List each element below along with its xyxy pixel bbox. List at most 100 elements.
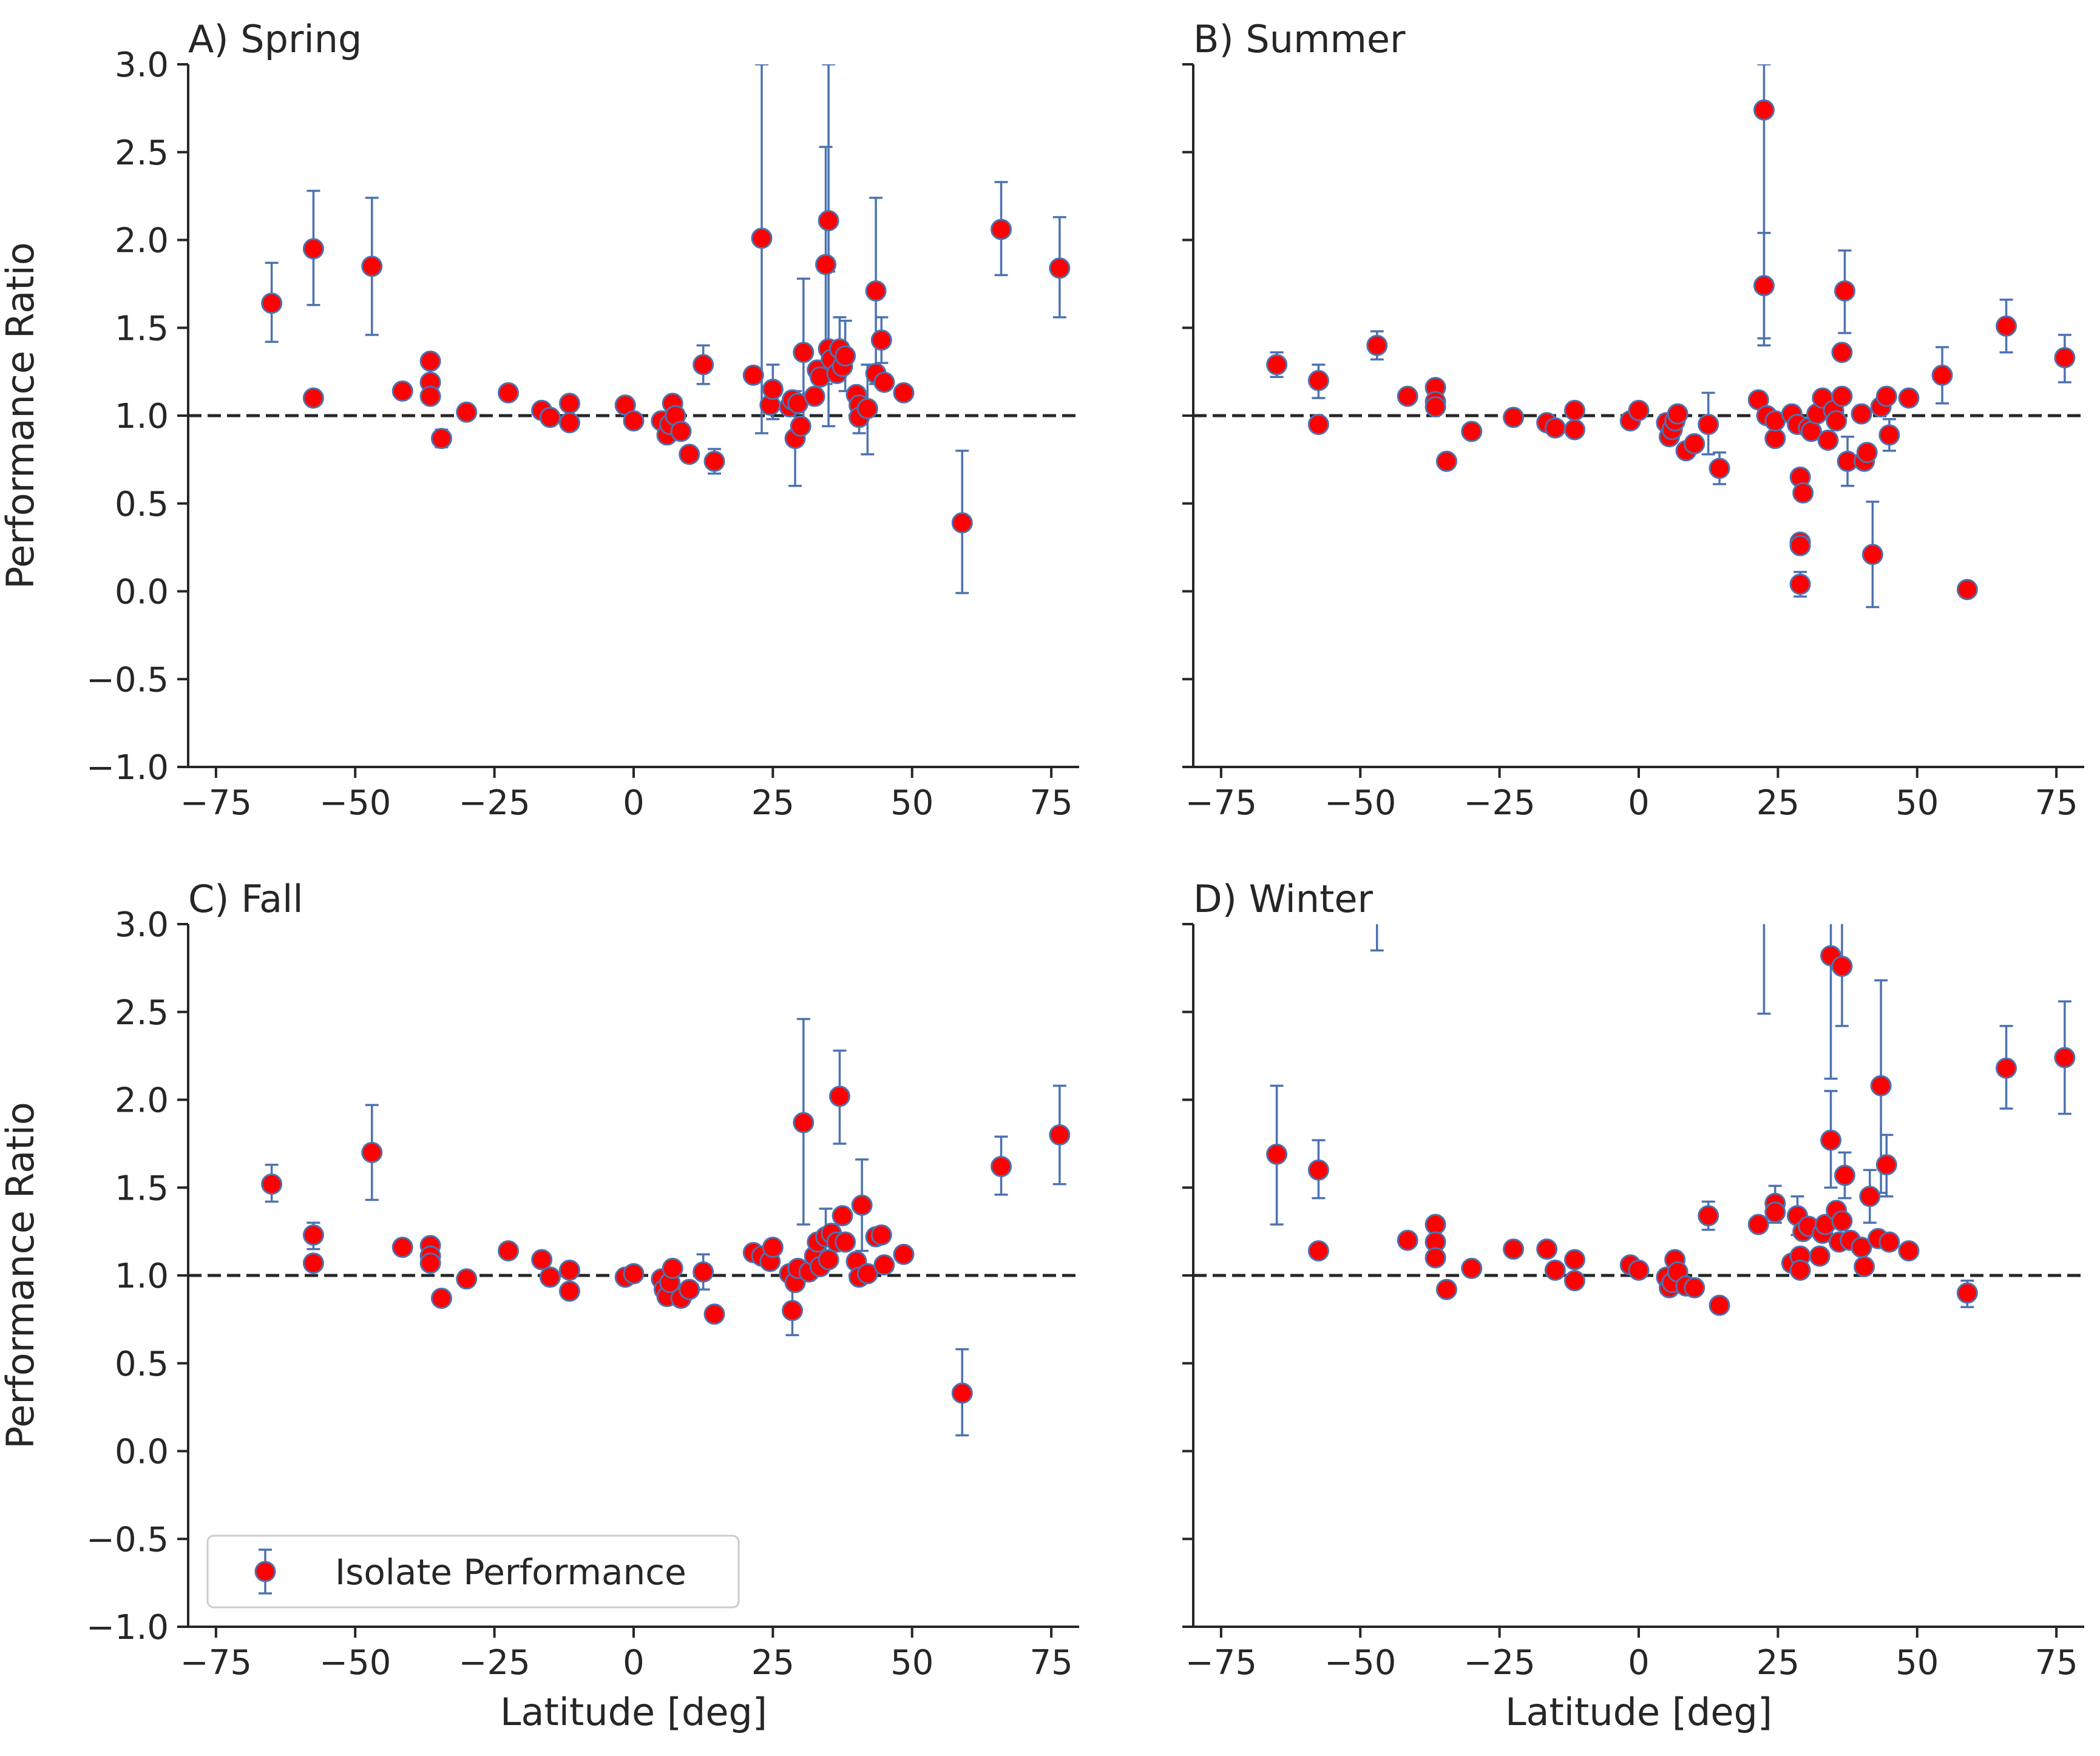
data-point <box>1461 1257 1483 1279</box>
data-point <box>419 350 441 372</box>
data-point <box>1563 1270 1585 1292</box>
data-point <box>498 1240 520 1261</box>
legend: Isolate Performance <box>206 1535 740 1609</box>
data-point <box>873 371 895 393</box>
data-point <box>1424 1214 1446 1235</box>
data-point <box>1049 1124 1071 1146</box>
data-point <box>1831 342 1853 363</box>
panel-2: −75 −50 −25 0 25 50 75 B) Summer <box>1182 17 2084 823</box>
x-tick-label: −50 <box>319 1643 391 1683</box>
data-point <box>818 1249 839 1271</box>
y-tick-label: 2.0 <box>115 221 169 261</box>
x-tick-label: 50 <box>1895 783 1939 823</box>
data-point <box>391 1237 413 1258</box>
x-tick-label: −75 <box>1185 1643 1257 1683</box>
y-tick-label: −1.0 <box>86 748 169 788</box>
data-point <box>1826 410 1848 432</box>
data-point <box>623 1263 645 1285</box>
data-point <box>1049 257 1071 279</box>
data-point <box>951 1382 973 1404</box>
x-tick-label: 25 <box>1756 783 1800 823</box>
data-point <box>742 364 764 386</box>
data-point <box>539 407 561 428</box>
data-point <box>679 444 700 465</box>
x-tick-label: 75 <box>2034 1643 2078 1683</box>
data-point <box>1851 403 1872 425</box>
data-point <box>662 1257 683 1279</box>
data-point <box>1875 1154 1897 1176</box>
error-bar <box>1757 924 1771 1015</box>
x-tick-label: 25 <box>1756 1643 1800 1683</box>
data-point <box>1996 315 2017 337</box>
data-point <box>1747 1214 1769 1235</box>
data-point <box>1536 1238 1558 1260</box>
data-point <box>1503 1238 1525 1260</box>
y-axis-label: Performance Ratio <box>0 1102 42 1449</box>
data-points <box>261 1018 1071 1437</box>
data-point <box>1628 1259 1650 1281</box>
y-axis-label: Performance Ratio <box>0 242 42 589</box>
data-point <box>1898 387 1920 409</box>
panel-1: −75 −50 −25 0 25 50 75 −1.0 −0.5 0.0 0.5 1.0 1.5 2.0 2… <box>0 17 1079 823</box>
data-point <box>1809 1245 1831 1267</box>
data-point <box>893 382 915 404</box>
data-point <box>835 345 856 367</box>
x-tick-label: −75 <box>180 783 252 823</box>
y-tick-label: 0.0 <box>115 573 169 612</box>
x-tick-label: −25 <box>1464 1643 1536 1683</box>
x-tick-label: 75 <box>1029 783 1072 823</box>
data-point <box>261 1173 283 1195</box>
data-point <box>1817 430 1839 451</box>
data-point <box>781 1300 803 1322</box>
error-bar <box>1370 924 1384 952</box>
data-point <box>856 397 878 419</box>
data-point <box>1698 413 1719 435</box>
data-point <box>1307 413 1329 435</box>
x-tick-label: 75 <box>2034 783 2078 823</box>
data-points <box>1266 64 2076 609</box>
y-tick-label: −1.0 <box>86 1608 169 1647</box>
data-point <box>793 1112 815 1133</box>
x-tick-label: 75 <box>1029 1643 1072 1683</box>
data-point <box>1834 280 1855 302</box>
data-point <box>1956 1282 1978 1304</box>
data-point <box>419 385 441 407</box>
y-tick-label: −0.5 <box>86 660 169 700</box>
data-point <box>670 420 692 442</box>
data-point <box>1544 417 1566 439</box>
data-point <box>703 1303 725 1325</box>
data-point <box>1956 579 1978 601</box>
data-point <box>1859 1186 1881 1207</box>
y-tick-label: 3.0 <box>115 46 169 85</box>
data-point <box>1898 1240 1920 1261</box>
data-point <box>1397 1229 1418 1251</box>
data-point <box>1875 385 1897 407</box>
data-point <box>419 1252 441 1274</box>
legend-marker <box>254 1561 276 1582</box>
data-point <box>818 210 839 232</box>
data-point <box>835 1231 856 1253</box>
x-tick-label: 25 <box>751 1643 794 1683</box>
data-point <box>1424 1247 1446 1269</box>
data-point <box>1789 573 1811 595</box>
data-point <box>856 1263 878 1285</box>
data-point <box>1307 370 1329 391</box>
data-point <box>361 255 383 277</box>
data-point <box>1831 385 1853 407</box>
y-tick-label: 1.5 <box>115 309 169 348</box>
panel-title: C) Fall <box>188 877 303 921</box>
data-point <box>2054 1047 2076 1069</box>
data-point <box>558 412 580 434</box>
x-axis-label: Latitude [deg] <box>1505 1690 1772 1734</box>
data-point <box>1628 399 1650 421</box>
data-point <box>762 379 784 400</box>
panel-4: −75 −50 −25 0 25 50 75 D) Winter Latitude [deg] <box>1182 877 2084 1734</box>
data-point <box>302 1252 324 1274</box>
data-point <box>1878 424 1900 446</box>
x-tick-label: −25 <box>459 783 530 823</box>
x-tick-label: −50 <box>1324 1643 1396 1683</box>
data-point <box>261 292 283 314</box>
data-point <box>1764 428 1786 450</box>
data-point <box>623 410 645 432</box>
